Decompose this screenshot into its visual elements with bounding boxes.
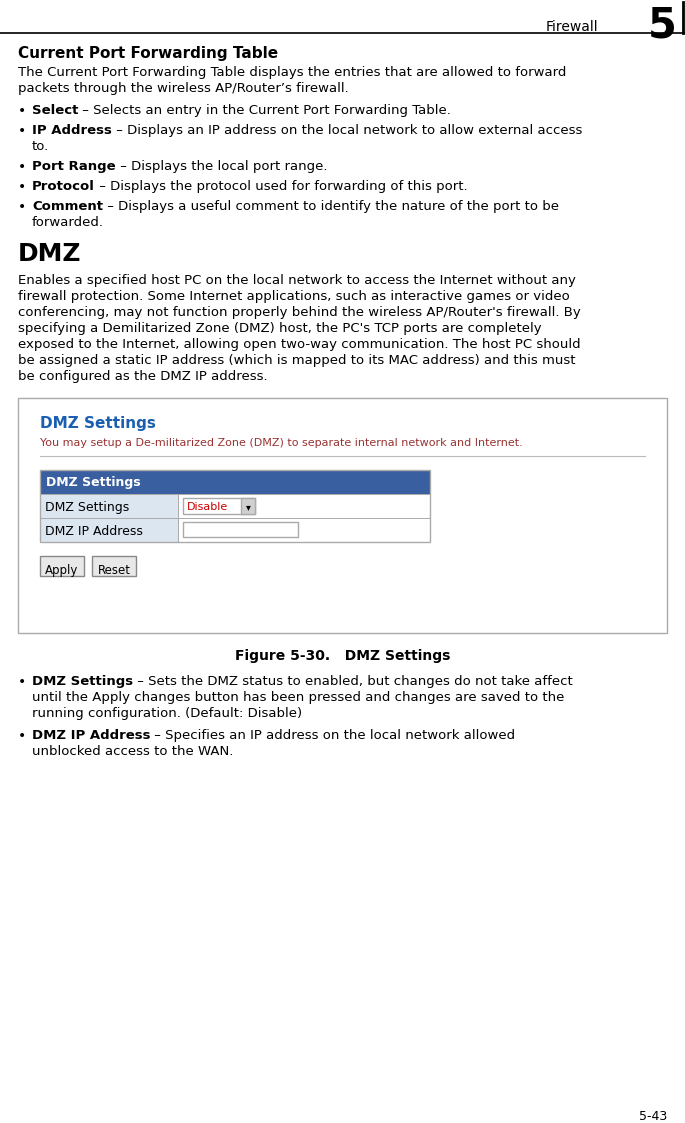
Text: Current Port Forwarding Table: Current Port Forwarding Table (18, 46, 278, 61)
Text: You may setup a De-militarized Zone (DMZ) to separate internal network and Inter: You may setup a De-militarized Zone (DMZ… (40, 438, 523, 448)
Text: be assigned a static IP address (which is mapped to its MAC address) and this mu: be assigned a static IP address (which i… (18, 354, 575, 367)
Text: DMZ Settings: DMZ Settings (32, 675, 133, 688)
Text: Firewall: Firewall (545, 20, 598, 34)
Text: running configuration. (Default: Disable): running configuration. (Default: Disable… (32, 707, 302, 720)
Text: DMZ IP Address: DMZ IP Address (32, 729, 151, 742)
Bar (40, 518, 178, 542)
Text: – Displays a useful comment to identify the nature of the port to be: – Displays a useful comment to identify … (103, 200, 559, 213)
Text: DMZ Settings: DMZ Settings (46, 476, 140, 489)
Bar (40, 494, 430, 518)
Text: to.: to. (32, 140, 49, 153)
Text: forwarded.: forwarded. (32, 216, 104, 229)
Text: •: • (18, 124, 26, 138)
Bar (92, 556, 136, 576)
Text: – Specifies an IP address on the local network allowed: – Specifies an IP address on the local n… (151, 729, 516, 742)
Text: exposed to the Internet, allowing open two-way communication. The host PC should: exposed to the Internet, allowing open t… (18, 338, 581, 351)
Text: conferencing, may not function properly behind the wireless AP/Router's firewall: conferencing, may not function properly … (18, 305, 581, 319)
Text: The Current Port Forwarding Table displays the entries that are allowed to forwa: The Current Port Forwarding Table displa… (18, 66, 566, 79)
Bar (241, 497, 255, 514)
Text: ▾: ▾ (245, 502, 251, 512)
Text: Apply: Apply (45, 564, 79, 577)
Bar (40, 556, 84, 576)
Text: •: • (18, 675, 26, 690)
Text: Enables a specified host PC on the local network to access the Internet without : Enables a specified host PC on the local… (18, 274, 576, 287)
Bar (40, 471, 430, 494)
Bar (183, 497, 255, 514)
Text: DMZ Settings: DMZ Settings (45, 501, 129, 514)
Text: DMZ Settings: DMZ Settings (40, 416, 156, 431)
Text: •: • (18, 200, 26, 214)
Bar (40, 471, 430, 542)
Bar (18, 398, 667, 633)
Text: 5: 5 (648, 4, 677, 47)
Text: Reset: Reset (97, 564, 131, 577)
Text: – Sets the DMZ status to enabled, but changes do not take affect: – Sets the DMZ status to enabled, but ch… (133, 675, 573, 688)
Text: specifying a Demilitarized Zone (DMZ) host, the PC's TCP ports are completely: specifying a Demilitarized Zone (DMZ) ho… (18, 322, 542, 335)
Text: Select: Select (32, 104, 78, 117)
Text: Figure 5-30.   DMZ Settings: Figure 5-30. DMZ Settings (235, 649, 450, 663)
Text: •: • (18, 104, 26, 118)
Text: packets through the wireless AP/Router’s firewall.: packets through the wireless AP/Router’s… (18, 82, 349, 95)
Text: – Selects an entry in the Current Port Forwarding Table.: – Selects an entry in the Current Port F… (78, 104, 451, 117)
Text: unblocked access to the WAN.: unblocked access to the WAN. (32, 745, 234, 758)
Text: DMZ IP Address: DMZ IP Address (45, 524, 143, 538)
Text: firewall protection. Some Internet applications, such as interactive games or vi: firewall protection. Some Internet appli… (18, 290, 570, 303)
Text: – Displays an IP address on the local network to allow external access: – Displays an IP address on the local ne… (112, 124, 582, 137)
Text: •: • (18, 729, 26, 743)
Text: Protocol: Protocol (32, 180, 95, 193)
Text: – Displays the protocol used for forwarding of this port.: – Displays the protocol used for forward… (95, 180, 467, 193)
Text: – Displays the local port range.: – Displays the local port range. (116, 159, 327, 173)
Bar (183, 522, 298, 537)
Text: IP Address: IP Address (32, 124, 112, 137)
Text: DMZ: DMZ (18, 241, 82, 266)
Bar (178, 494, 430, 518)
Text: •: • (18, 180, 26, 194)
Text: Disable: Disable (187, 502, 228, 512)
Text: 5-43: 5-43 (638, 1110, 667, 1123)
Bar (178, 518, 430, 542)
Text: Port Range: Port Range (32, 159, 116, 173)
Text: be configured as the DMZ IP address.: be configured as the DMZ IP address. (18, 369, 268, 383)
Text: •: • (18, 159, 26, 174)
Text: Comment: Comment (32, 200, 103, 213)
Text: until the Apply changes button has been pressed and changes are saved to the: until the Apply changes button has been … (32, 691, 564, 704)
